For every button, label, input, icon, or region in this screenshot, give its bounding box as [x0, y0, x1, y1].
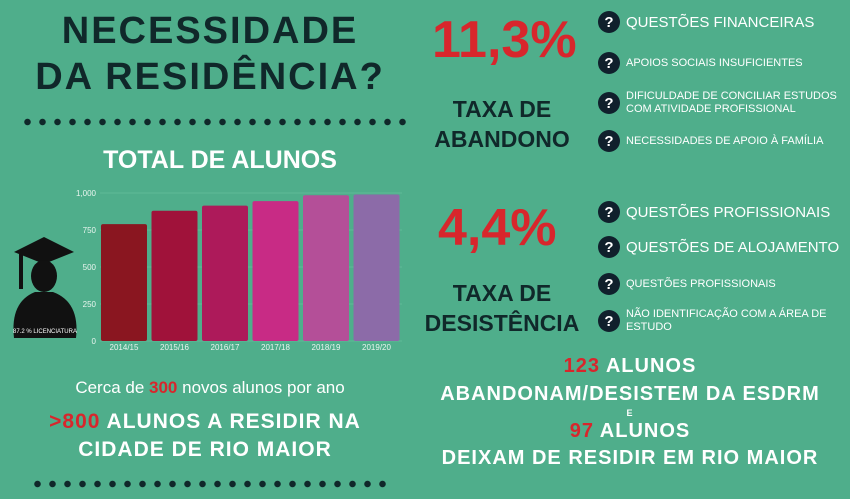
abandono-label: TAXA DE ABANDONO	[412, 94, 592, 154]
abandono-label1: TAXA DE	[452, 96, 552, 122]
new-students-suffix: novos alunos por ano	[177, 378, 345, 397]
summary-t1: ALUNOS	[600, 355, 697, 377]
dotted-divider-bottom	[30, 480, 390, 488]
x-tick-label: 2016/17	[211, 343, 240, 352]
desistencia-reason: ? QUESTÕES PROFISSIONAIS	[598, 273, 776, 295]
y-tick-label: 250	[83, 300, 97, 309]
x-tick-label: 2015/16	[160, 343, 189, 352]
new-students-number: 300	[149, 378, 178, 397]
summary-line2: ABANDONAM/DESISTEM DA ESDRM	[440, 383, 820, 405]
question-icon: ?	[598, 52, 620, 74]
question-icon: ?	[598, 201, 620, 223]
summary-and: E	[626, 408, 634, 418]
abandono-reason: ? APOIOS SOCIAIS INSUFICIENTES	[598, 52, 803, 74]
reason-text: QUESTÕES PROFISSIONAIS	[626, 203, 831, 221]
y-tick-label: 750	[83, 226, 97, 235]
total-heading: TOTAL DE ALUNOS	[103, 146, 337, 174]
abandono-reason: ? QUESTÕES FINANCEIRAS	[598, 11, 814, 33]
graduate-badge: 87.2 % LICENCIATURA	[13, 329, 77, 335]
residing-number: >800	[49, 410, 101, 433]
students-bar-chart: 0 250 500 750 1,000 2014/15 2015/16 2016/17 2017…	[76, 189, 402, 352]
residing-line2: CIDADE DE RIO MAIOR	[78, 438, 332, 461]
desistencia-reason: ? NÃO IDENTIFICAÇÃO COM A ÁREA DE ESTUDO	[598, 308, 848, 334]
question-icon: ?	[598, 92, 620, 114]
new-students-prefix: Cerca de	[75, 378, 150, 397]
summary: 123 ALUNOS ABANDONAM/DESISTEM DA ESDRM E…	[425, 352, 835, 472]
reason-text: NECESSIDADES DE APOIO À FAMÍLIA	[626, 134, 824, 147]
residing-line1: ALUNOS A RESIDIR NA	[100, 410, 361, 433]
desistencia-reason: ? QUESTÕES PROFISSIONAIS	[598, 201, 830, 223]
desistencia-rate: 4,4%	[438, 199, 557, 257]
summary-n1: 123	[563, 355, 601, 377]
summary-n2: 97	[569, 420, 594, 442]
bar-2014/15	[101, 224, 147, 341]
bar-2017/18	[252, 201, 299, 341]
question-icon: ?	[598, 273, 620, 295]
abandono-rate: 11,3%	[432, 11, 577, 69]
x-tick-label: 2017/18	[261, 343, 290, 352]
bar-2015/16	[151, 210, 198, 341]
desistencia-label1: TAXA DE	[452, 280, 552, 306]
title-line2: DA RESIDÊNCIA?	[35, 56, 385, 98]
reason-text: QUESTÕES DE ALOJAMENTO	[626, 238, 840, 256]
graduate-icon: 87.2 % LICENCIATURA	[13, 237, 77, 338]
abandono-reason: ? DIFICULDADE DE CONCILIAR ESTUDOS COM AT…	[598, 90, 848, 116]
question-icon: ?	[598, 130, 620, 152]
reason-text: QUESTÕES PROFISSIONAIS	[626, 277, 776, 290]
residing-text: >800 ALUNOS A RESIDIR NA CIDADE DE RIO MA…	[0, 408, 410, 464]
question-icon: ?	[598, 11, 620, 33]
reason-text: QUESTÕES FINANCEIRAS	[626, 13, 815, 31]
y-tick-label: 0	[92, 337, 97, 346]
x-tick-label: 2014/15	[110, 343, 139, 352]
bar-2016/17	[202, 205, 248, 341]
desistencia-label: TAXA DE DESISTÊNCIA	[412, 278, 592, 338]
y-tick-label: 500	[83, 263, 97, 272]
new-students-text: Cerca de 300 novos alunos por ano	[30, 378, 390, 398]
desistencia-reason: ? QUESTÕES DE ALOJAMENTO	[598, 236, 839, 258]
summary-t2: ALUNOS	[593, 420, 691, 442]
bar-2019/20	[353, 194, 400, 341]
summary-line4: DEIXAM DE RESIDIR EM RIO MAIOR	[441, 447, 819, 469]
abandono-reason: ? NECESSIDADES DE APOIO À FAMÍLIA	[598, 130, 823, 152]
question-icon: ?	[598, 236, 620, 258]
question-icon: ?	[598, 310, 620, 332]
reason-text: DIFICULDADE DE CONCILIAR ESTUDOS COM ATI…	[626, 90, 837, 115]
x-tick-label: 2019/20	[362, 343, 391, 352]
bar-2018/19	[303, 195, 349, 341]
dotted-divider	[20, 118, 410, 126]
y-tick-label: 1,000	[76, 189, 97, 198]
reason-text: NÃO IDENTIFICAÇÃO COM A ÁREA DE ESTUDO	[626, 308, 827, 333]
reason-text: APOIOS SOCIAIS INSUFICIENTES	[626, 56, 803, 69]
title-line1: NECESSIDADE	[61, 10, 359, 52]
page-title: NECESSIDADE DA RESIDÊNCIA?	[10, 8, 410, 100]
desistencia-label2: DESISTÊNCIA	[424, 310, 580, 336]
abandono-label2: ABANDONO	[434, 126, 570, 152]
x-tick-label: 2018/19	[312, 343, 341, 352]
